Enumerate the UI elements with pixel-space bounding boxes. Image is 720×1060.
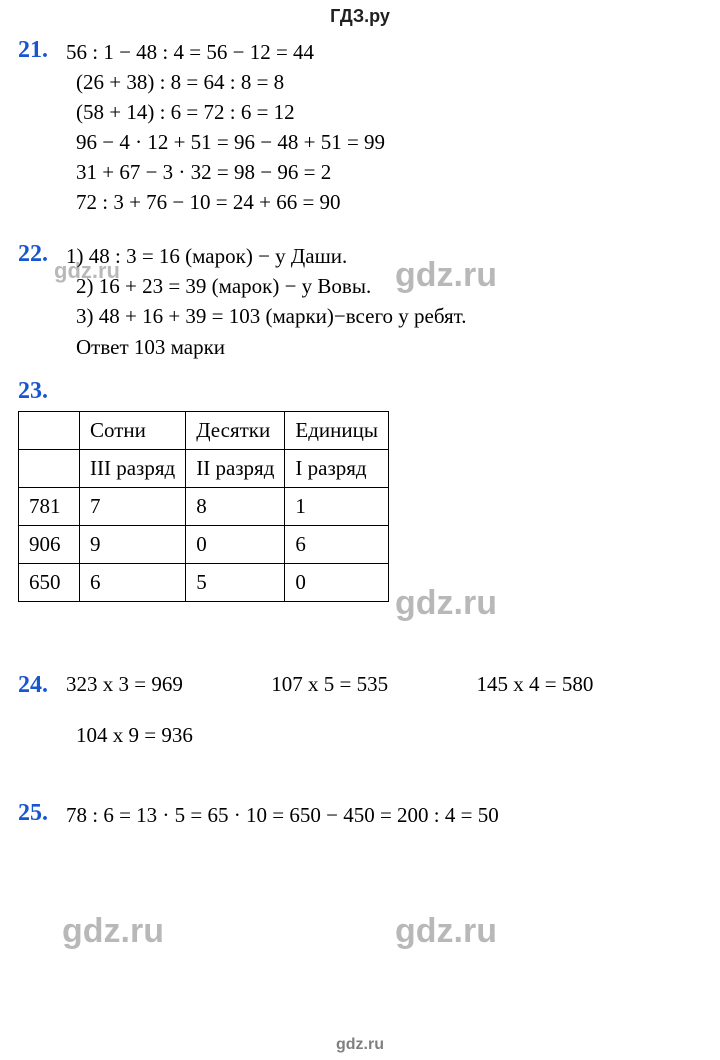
problem-23: 23. Сотни Десятки Единицы III разряд II …: [18, 378, 702, 602]
problem-22: 22. 1) 48 : 3 = 16 (марок) − у Даши. 2) …: [18, 241, 702, 360]
answer-line: Ответ 103 марки: [76, 335, 702, 360]
math-eq: 323 х 3 = 969: [66, 672, 266, 697]
problem-25: 25. 78 : 6 = 13 · 5 = 65 · 10 = 650 − 45…: [18, 800, 702, 830]
math-line: 31 + 67 − 3 · 32 = 98 − 96 = 2: [76, 157, 702, 187]
table-cell: Единицы: [285, 412, 389, 450]
table-cell: I разряд: [285, 450, 389, 488]
table-row: 781 7 8 1: [19, 488, 389, 526]
math-line: 56 : 1 − 48 : 4 = 56 − 12 = 44: [66, 40, 314, 64]
math-line: (26 + 38) : 8 = 64 : 8 = 8: [76, 67, 702, 97]
table-cell: 9: [80, 526, 186, 564]
problem-number: 21.: [18, 37, 62, 64]
table-cell: 650: [19, 564, 80, 602]
table-row: 906 9 0 6: [19, 526, 389, 564]
problem-24: 24. 323 х 3 = 969 107 х 5 = 535 145 х 4 …: [18, 672, 702, 748]
table-row: 650 6 5 0: [19, 564, 389, 602]
math-line: 1) 48 : 3 = 16 (марок) − у Даши.: [66, 244, 347, 268]
table-cell: 0: [186, 526, 285, 564]
math-line: 2) 16 + 23 = 39 (марок) − у Вовы.: [76, 271, 702, 301]
footer-watermark: gdz.ru: [0, 1036, 720, 1054]
table-cell: 906: [19, 526, 80, 564]
math-eq: 107 х 5 = 535: [271, 672, 471, 697]
math-line: 3) 48 + 16 + 39 = 103 (марки)−всего у ре…: [76, 301, 702, 331]
problem-number: 22.: [18, 241, 62, 268]
site-header: ГДЗ.ру: [18, 0, 702, 35]
table-cell: 781: [19, 488, 80, 526]
table-cell: 5: [186, 564, 285, 602]
table-cell: Сотни: [80, 412, 186, 450]
math-line: 96 − 4 · 12 + 51 = 96 − 48 + 51 = 99: [76, 127, 702, 157]
table-cell: II разряд: [186, 450, 285, 488]
table-cell: [19, 450, 80, 488]
table-cell: 0: [285, 564, 389, 602]
table-cell: 6: [285, 526, 389, 564]
watermark: gdz.ru: [395, 912, 497, 951]
math-eq: 145 х 4 = 580: [477, 672, 677, 697]
math-line: 72 : 3 + 76 − 10 = 24 + 66 = 90: [76, 187, 702, 217]
watermark: gdz.ru: [62, 912, 164, 951]
table-cell: [19, 412, 80, 450]
table-cell: III разряд: [80, 450, 186, 488]
math-eq: 104 х 9 = 936: [76, 723, 276, 748]
table-cell: 7: [80, 488, 186, 526]
table-cell: 1: [285, 488, 389, 526]
table-cell: 8: [186, 488, 285, 526]
table-row: III разряд II разряд I разряд: [19, 450, 389, 488]
table-cell: 6: [80, 564, 186, 602]
table-row: Сотни Десятки Единицы: [19, 412, 389, 450]
page-root: ГДЗ.ру gdz.ru gdz.ru gdz.ru gdz.ru gdz.r…: [0, 0, 720, 1060]
table-cell: Десятки: [186, 412, 285, 450]
math-line: 78 : 6 = 13 · 5 = 65 · 10 = 650 − 450 = …: [66, 803, 499, 827]
problem-number: 25.: [18, 800, 62, 827]
problem-number: 23.: [18, 378, 62, 405]
place-value-table: Сотни Десятки Единицы III разряд II разр…: [18, 411, 389, 602]
math-line: (58 + 14) : 6 = 72 : 6 = 12: [76, 97, 702, 127]
problem-number: 24.: [18, 672, 62, 699]
problem-21: 21. 56 : 1 − 48 : 4 = 56 − 12 = 44 (26 +…: [18, 37, 702, 217]
